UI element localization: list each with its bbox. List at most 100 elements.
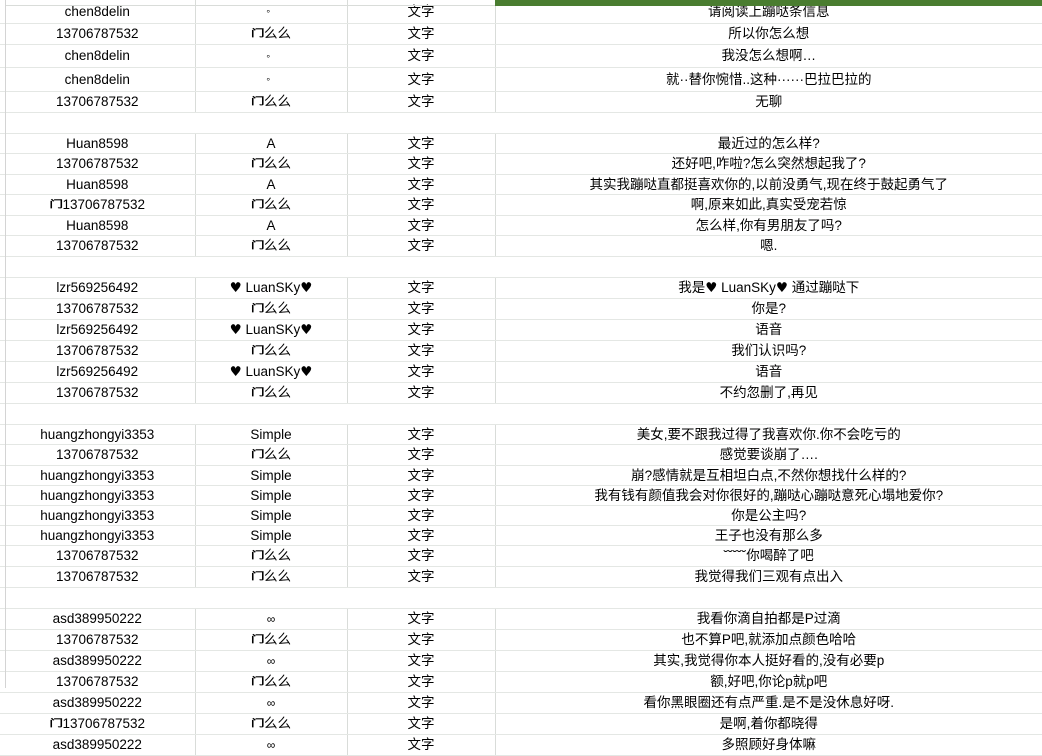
cell-message-type[interactable]: 文字 xyxy=(347,713,496,735)
cell-nickname[interactable]: 门么么 xyxy=(195,382,348,404)
cell-message-type[interactable]: 文字 xyxy=(347,734,496,756)
cell-message-text[interactable]: 我看你滴自拍都是P过滴 xyxy=(495,608,1042,630)
block-spacer-row[interactable] xyxy=(0,112,1042,134)
cell-message-text[interactable]: 语音 xyxy=(495,319,1042,341)
cell-message-type[interactable]: 文字 xyxy=(347,91,496,113)
table-row[interactable]: 13706787532 门么么 文字 也不算P吧,就添加点颜色哈哈 xyxy=(0,629,1042,651)
table-row[interactable]: 13706787532 门么么 文字 我们认识吗? xyxy=(0,340,1042,362)
cell-account[interactable]: Huan8598 xyxy=(0,174,196,195)
cell-nickname[interactable]: ∞ xyxy=(195,692,348,714)
cell-message-text[interactable]: 你是? xyxy=(495,298,1042,320)
cell-account[interactable]: huangzhongyi3353 xyxy=(0,465,196,486)
cell-message-type[interactable]: 文字 xyxy=(347,545,496,567)
cell-nickname[interactable]: Simple xyxy=(195,525,348,546)
cell-message-text[interactable]: 额,好吧,你论p就p吧 xyxy=(495,671,1042,693)
table-row[interactable]: 13706787532 门么么 文字 额,好吧,你论p就p吧 xyxy=(0,671,1042,693)
table-row[interactable]: asd389950222 ∞ 文字 我看你滴自拍都是P过滴 xyxy=(0,608,1042,630)
cell-nickname[interactable]: ∞ xyxy=(195,650,348,672)
cell-nickname[interactable]: Simple xyxy=(195,424,348,445)
cell-message-type[interactable]: 文字 xyxy=(347,215,496,236)
cell-nickname[interactable]: ♥ LuanSKy♥ xyxy=(195,361,348,383)
cell-message-text[interactable]: 我们认识吗? xyxy=(495,340,1042,362)
spacer-cell[interactable] xyxy=(495,403,1042,425)
cell-account[interactable]: 门13706787532 xyxy=(0,194,196,216)
block-spacer-row[interactable] xyxy=(0,403,1042,425)
cell-message-text[interactable]: 我觉得我们三观有点出入 xyxy=(495,566,1042,588)
cell-message-type[interactable]: 文字 xyxy=(347,485,496,506)
cell-message-text[interactable]: 无聊 xyxy=(495,91,1042,113)
cell-message-type[interactable]: 文字 xyxy=(347,608,496,630)
table-row[interactable]: asd389950222 ∞ 文字 看你黑眼圈还有点严重.是不是没休息好呀. xyxy=(0,692,1042,714)
cell-message-text[interactable]: 怎么样,你有男朋友了吗? xyxy=(495,215,1042,236)
cell-message-text[interactable]: 王子也没有那么多 xyxy=(495,525,1042,546)
spacer-cell[interactable] xyxy=(0,112,195,134)
cell-message-text[interactable]: 所以你怎么想 xyxy=(495,23,1042,45)
cell-message-text[interactable]: 不约忽删了,再见 xyxy=(495,382,1042,404)
cell-message-text[interactable]: ˘˘˘˘˘你喝醉了吧 xyxy=(495,545,1042,567)
cell-message-type[interactable]: 文字 xyxy=(347,424,496,445)
cell-nickname[interactable]: 门么么 xyxy=(195,23,348,45)
table-row[interactable]: Huan8598 A 文字 最近过的怎么样? xyxy=(0,133,1042,154)
table-row[interactable]: lzr569256492 ♥ LuanSKy♥ 文字 语音 xyxy=(0,361,1042,383)
cell-message-type[interactable]: 文字 xyxy=(347,153,496,175)
cell-message-type[interactable]: 文字 xyxy=(347,505,496,526)
cell-nickname[interactable]: 。 xyxy=(195,44,348,68)
cell-nickname[interactable]: 门么么 xyxy=(195,671,348,693)
cell-account[interactable]: 13706787532 xyxy=(0,629,196,651)
table-row[interactable]: Huan8598 A 文字 其实我蹦哒直都挺喜欢你的,以前没勇气,现在终于鼓起勇气了 xyxy=(0,174,1042,195)
cell-nickname[interactable]: 门么么 xyxy=(195,235,348,257)
cell-message-type[interactable]: 文字 xyxy=(347,174,496,195)
cell-message-type[interactable]: 文字 xyxy=(347,133,496,154)
cell-account[interactable]: asd389950222 xyxy=(0,650,196,672)
table-row[interactable]: huangzhongyi3353 Simple 文字 美女,要不跟我过得了我喜欢你.你… xyxy=(0,424,1042,445)
cell-message-text[interactable]: 看你黑眼圈还有点严重.是不是没休息好呀. xyxy=(495,692,1042,714)
cell-nickname[interactable]: Simple xyxy=(195,505,348,526)
table-row[interactable]: huangzhongyi3353 Simple 文字 你是公主吗? xyxy=(0,505,1042,526)
cell-account[interactable]: huangzhongyi3353 xyxy=(0,525,196,546)
cell-nickname[interactable]: ∞ xyxy=(195,734,348,756)
cell-account[interactable]: 13706787532 xyxy=(0,298,196,320)
cell-account[interactable]: 13706787532 xyxy=(0,566,196,588)
cell-nickname[interactable]: 门么么 xyxy=(195,566,348,588)
cell-nickname[interactable]: 门么么 xyxy=(195,444,348,466)
cell-account[interactable]: lzr569256492 xyxy=(0,277,196,299)
table-row[interactable]: lzr569256492 ♥ LuanSKy♥ 文字 语音 xyxy=(0,319,1042,341)
table-row[interactable]: 13706787532 门么么 文字 ˘˘˘˘˘你喝醉了吧 xyxy=(0,545,1042,567)
cell-account[interactable]: 13706787532 xyxy=(0,340,196,362)
cell-message-text[interactable]: 感觉要谈崩了…. xyxy=(495,444,1042,466)
table-row[interactable]: 13706787532 门么么 文字 感觉要谈崩了…. xyxy=(0,444,1042,466)
cell-message-text[interactable]: 就··替你惋惜..这种······巴拉巴拉的 xyxy=(495,67,1042,92)
cell-message-text[interactable]: 语音 xyxy=(495,361,1042,383)
cell-message-type[interactable]: 文字 xyxy=(347,194,496,216)
cell-nickname[interactable]: 门么么 xyxy=(195,153,348,175)
block-spacer-row[interactable] xyxy=(0,587,1042,609)
cell-message-text[interactable]: 崩?感情就是互相坦白点,不然你想找什么样的? xyxy=(495,465,1042,486)
cell-nickname[interactable]: 门么么 xyxy=(195,713,348,735)
cell-nickname[interactable]: Simple xyxy=(195,485,348,506)
cell-nickname[interactable]: A xyxy=(195,174,348,195)
cell-message-text[interactable]: 我是♥ LuanSKy♥ 通过蹦哒下 xyxy=(495,277,1042,299)
cell-nickname[interactable]: 门么么 xyxy=(195,629,348,651)
cell-message-text[interactable]: 我没怎么想啊… xyxy=(495,44,1042,68)
cell-message-type[interactable]: 文字 xyxy=(347,23,496,45)
cell-nickname[interactable]: 。 xyxy=(195,0,348,24)
spacer-cell[interactable] xyxy=(195,256,347,278)
table-row[interactable]: Huan8598 A 文字 怎么样,你有男朋友了吗? xyxy=(0,215,1042,236)
cell-message-type[interactable]: 文字 xyxy=(347,298,496,320)
spacer-cell[interactable] xyxy=(347,587,495,609)
spacer-cell[interactable] xyxy=(0,587,195,609)
spacer-cell[interactable] xyxy=(495,587,1042,609)
table-row[interactable]: asd389950222 ∞ 文字 其实,我觉得你本人挺好看的,没有必要p xyxy=(0,650,1042,672)
table-row[interactable]: huangzhongyi3353 Simple 文字 王子也没有那么多 xyxy=(0,525,1042,546)
cell-message-text[interactable]: 你是公主吗? xyxy=(495,505,1042,526)
cell-message-text[interactable]: 是啊,着你都晓得 xyxy=(495,713,1042,735)
cell-message-type[interactable]: 文字 xyxy=(347,566,496,588)
cell-message-type[interactable]: 文字 xyxy=(347,465,496,486)
cell-message-type[interactable]: 文字 xyxy=(347,629,496,651)
table-row[interactable]: 13706787532 门么么 文字 还好吧,咋啦?怎么突然想起我了? xyxy=(0,153,1042,175)
cell-account[interactable]: 13706787532 xyxy=(0,382,196,404)
cell-account[interactable]: lzr569256492 xyxy=(0,361,196,383)
cell-nickname[interactable]: 。 xyxy=(195,67,348,92)
cell-message-type[interactable]: 文字 xyxy=(347,44,496,68)
cell-message-text[interactable]: 也不算P吧,就添加点颜色哈哈 xyxy=(495,629,1042,651)
